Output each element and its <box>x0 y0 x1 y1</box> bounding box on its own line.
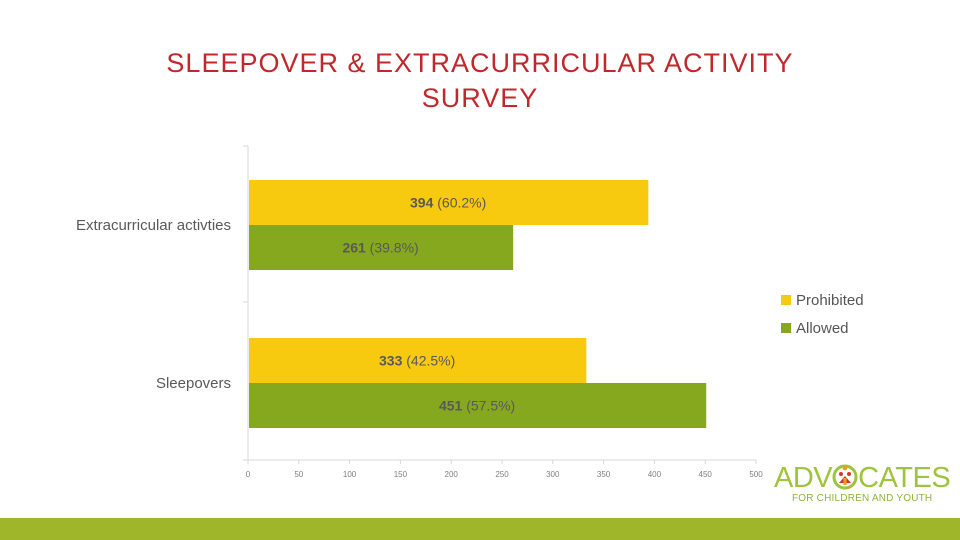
slide-title: SLEEPOVER & EXTRACURRICULAR ACTIVITY SUR… <box>0 46 960 116</box>
bar-prohibited <box>249 338 587 383</box>
data-label-value: 451 <box>439 398 463 414</box>
legend-label-prohibited: Prohibited <box>796 291 864 309</box>
data-label-value: 394 <box>410 195 434 211</box>
data-label-value: 333 <box>379 353 403 369</box>
legend-label-allowed: Allowed <box>796 319 849 337</box>
x-tick-label: 300 <box>546 470 560 479</box>
x-tick-label: 400 <box>648 470 662 479</box>
chart-legend: Prohibited Allowed <box>781 286 864 342</box>
title-line-1: SLEEPOVER & EXTRACURRICULAR ACTIVITY <box>166 48 794 78</box>
legend-swatch-allowed <box>781 323 791 333</box>
logo-text-end: CATES <box>858 462 951 494</box>
data-label: 394 (60.2%) <box>410 195 486 211</box>
advocates-logo: ADV CATES FOR CHILDREN AND YOUTH <box>774 462 951 506</box>
data-label-percent: (42.5%) <box>402 353 455 369</box>
data-label-percent: (57.5%) <box>462 398 515 414</box>
logo-wordmark: ADV CATES <box>774 462 951 494</box>
legend-swatch-prohibited <box>781 295 791 305</box>
x-tick-label: 350 <box>597 470 611 479</box>
data-label: 261 (39.8%) <box>342 240 418 256</box>
data-label: 333 (42.5%) <box>379 353 455 369</box>
x-tick-label: 450 <box>699 470 713 479</box>
bar-allowed <box>249 383 707 428</box>
logo-text-start: ADV <box>774 462 833 494</box>
data-label-value: 261 <box>342 240 366 256</box>
bar-prohibited <box>249 180 649 225</box>
legend-item-prohibited: Prohibited <box>781 286 864 314</box>
x-tick-label: 100 <box>343 470 357 479</box>
x-tick-label: 500 <box>749 470 763 479</box>
legend-item-allowed: Allowed <box>781 314 864 342</box>
bar-chart: 0 50 100 150 200 250 300 350 400 450 500 Extracurri… <box>76 145 763 479</box>
x-tick-label: 50 <box>294 470 303 479</box>
data-label-percent: (39.8%) <box>366 240 419 256</box>
family-icon <box>832 464 858 490</box>
x-tick-label: 150 <box>394 470 408 479</box>
data-label-percent: (60.2%) <box>433 195 486 211</box>
logo-tagline: FOR CHILDREN AND YOUTH <box>792 493 933 504</box>
category-label: Sleepovers <box>156 375 231 392</box>
bar-allowed <box>249 225 514 270</box>
category-label: Extracurricular activties <box>76 217 231 234</box>
x-tick-label: 0 <box>246 470 251 479</box>
x-tick-label: 200 <box>445 470 459 479</box>
title-line-2: SURVEY <box>421 83 539 113</box>
data-label: 451 (57.5%) <box>439 398 515 414</box>
x-tick-label: 250 <box>495 470 509 479</box>
footer-band <box>0 518 960 540</box>
